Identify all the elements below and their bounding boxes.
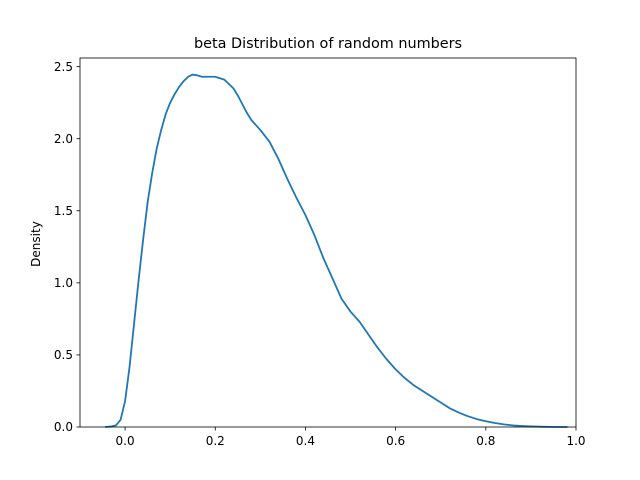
x-tick-label: 0.0 [116,434,135,448]
y-axis-label: Density [29,221,43,267]
y-tick-label: 0.0 [54,420,73,434]
x-tick-label: 1.0 [566,434,585,448]
plot-area [104,73,568,428]
x-tick-label: 0.2 [206,434,225,448]
axes: 0.0 0.2 0.4 0.6 0.8 1.0 0.0 0.5 1.0 1.5 2.0 2.5 [54,57,586,448]
y-tick-label: 0.5 [54,348,73,362]
x-tick-label: 0.4 [296,434,315,448]
y-tick-label: 2.0 [54,132,73,146]
chart-title: beta Distribution of random numbers [194,36,462,52]
x-tick-label: 0.6 [386,434,405,448]
density-curve-0 [104,73,568,428]
axes-frame [79,57,577,428]
x-tick-label: 0.8 [476,434,495,448]
y-tick-label: 2.5 [54,60,73,74]
y-tick-label: 1.5 [54,204,73,218]
y-tick-label: 1.0 [54,276,73,290]
